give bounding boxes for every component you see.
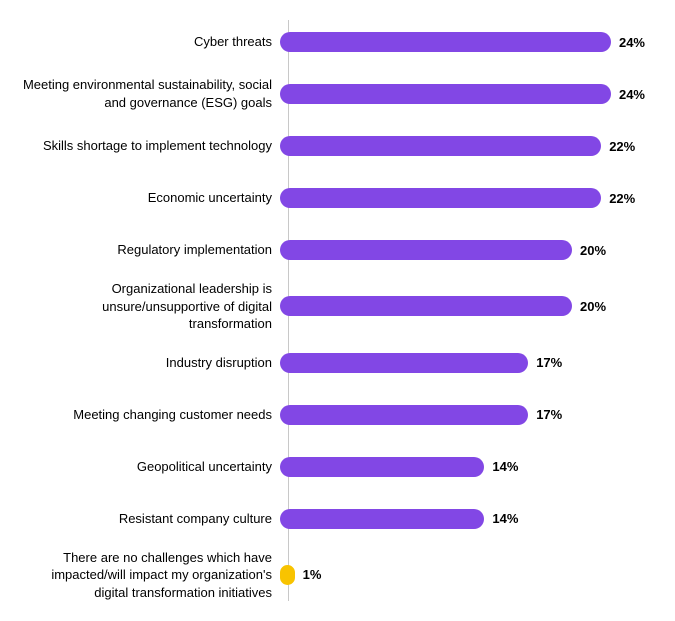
- bar: [280, 240, 572, 260]
- bar: [280, 509, 484, 529]
- bar-label: Regulatory implementation: [20, 241, 280, 259]
- chart-row: Resistant company culture 14%: [20, 497, 645, 541]
- bar: [280, 84, 611, 104]
- bar-value: 22%: [609, 191, 635, 206]
- bar: [280, 405, 528, 425]
- bar-chart: Cyber threats 24% Meeting environmental su…: [20, 20, 645, 601]
- chart-row: Regulatory implementation 20%: [20, 228, 645, 272]
- bar-label: Cyber threats: [20, 33, 280, 51]
- bar-label: Organizational leadership is unsure/unsu…: [20, 280, 280, 333]
- bar-value: 20%: [580, 243, 606, 258]
- bar: [280, 188, 601, 208]
- bar: [280, 296, 572, 316]
- chart-row: Economic uncertainty 22%: [20, 176, 645, 220]
- bar-area: 14%: [280, 509, 645, 529]
- bar-value: 17%: [536, 355, 562, 370]
- bar-value: 24%: [619, 35, 645, 50]
- bar-value: 24%: [619, 87, 645, 102]
- chart-row: Meeting changing customer needs 17%: [20, 393, 645, 437]
- bar-area: 20%: [280, 240, 645, 260]
- bar: [280, 136, 601, 156]
- bar-value: 1%: [303, 567, 322, 582]
- bar-label: There are no challenges which have impac…: [20, 549, 280, 602]
- chart-row: There are no challenges which have impac…: [20, 549, 645, 602]
- bar: [280, 32, 611, 52]
- bar-label: Skills shortage to implement technology: [20, 137, 280, 155]
- bar-area: 17%: [280, 353, 645, 373]
- chart-row: Industry disruption 17%: [20, 341, 645, 385]
- bar-area: 17%: [280, 405, 645, 425]
- bar-label: Industry disruption: [20, 354, 280, 372]
- bar-value: 17%: [536, 407, 562, 422]
- bar-area: 24%: [280, 84, 645, 104]
- chart-row: Geopolitical uncertainty 14%: [20, 445, 645, 489]
- bar-value: 22%: [609, 139, 635, 154]
- bar-area: 24%: [280, 32, 645, 52]
- bar-label: Meeting changing customer needs: [20, 406, 280, 424]
- bar-value: 14%: [492, 511, 518, 526]
- bar-label: Resistant company culture: [20, 510, 280, 528]
- bar-value: 14%: [492, 459, 518, 474]
- bar-label: Geopolitical uncertainty: [20, 458, 280, 476]
- bar: [280, 565, 295, 585]
- chart-row: Organizational leadership is unsure/unsu…: [20, 280, 645, 333]
- chart-row: Cyber threats 24%: [20, 20, 645, 64]
- bar-label: Meeting environmental sustainability, so…: [20, 76, 280, 111]
- chart-row: Skills shortage to implement technology 2…: [20, 124, 645, 168]
- chart-row: Meeting environmental sustainability, so…: [20, 72, 645, 116]
- bar-area: 22%: [280, 136, 645, 156]
- bar-label: Economic uncertainty: [20, 189, 280, 207]
- bar-area: 22%: [280, 188, 645, 208]
- bar-area: 20%: [280, 296, 645, 316]
- bar-value: 20%: [580, 299, 606, 314]
- bar-area: 14%: [280, 457, 645, 477]
- bar: [280, 457, 484, 477]
- bar-area: 1%: [280, 565, 645, 585]
- bar: [280, 353, 528, 373]
